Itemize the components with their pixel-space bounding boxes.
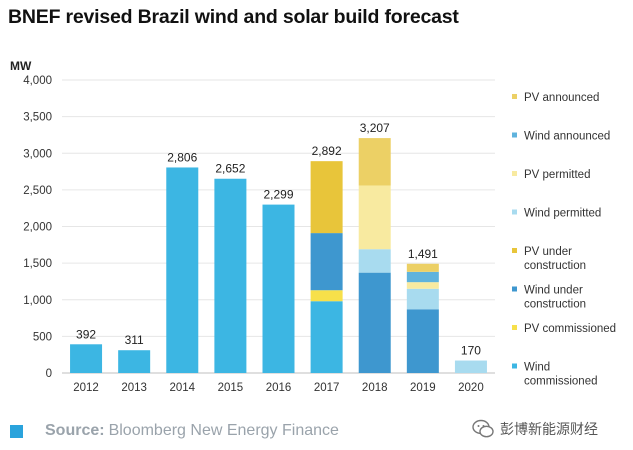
bar-segment (310, 161, 343, 234)
legend-label: PV permitted (524, 169, 590, 181)
y-tick-label: 2,500 (23, 185, 52, 197)
legend-swatch (512, 132, 517, 138)
y-tick-label: 2,000 (23, 222, 52, 234)
data-label: 2,806 (167, 150, 197, 164)
x-tick-label: 2014 (169, 382, 195, 394)
legend-label: PV commissioned (524, 323, 616, 335)
bar-segment (406, 271, 439, 283)
data-label: 170 (461, 344, 481, 358)
bar-segment (406, 263, 439, 272)
data-label: 311 (125, 333, 144, 347)
y-tick-label: 500 (33, 331, 52, 343)
x-tick-labels: 2012 2013 2014 2015 2016 2017 2018 2019 2020 (73, 382, 483, 394)
y-tick-label: 3,000 (23, 148, 52, 160)
bar-segment (454, 360, 487, 373)
data-label: 2,892 (312, 144, 342, 158)
footer: Source: Bloomberg New Energy Finance 彭博新能… (0, 413, 633, 450)
bar-segment (310, 301, 343, 373)
x-tick-label: 2012 (73, 382, 99, 394)
bar-segment (358, 272, 391, 373)
bar-segment (358, 185, 391, 250)
bar-segment (406, 288, 439, 310)
source-label: Source: (45, 422, 105, 439)
data-label: 2,299 (263, 188, 293, 202)
legend-label: Wind under construction (524, 285, 586, 311)
source-line: Source: Bloomberg New Energy Finance (45, 422, 339, 440)
x-tick-label: 2015 (218, 382, 244, 394)
x-tick-label: 2017 (314, 382, 340, 394)
bar-segment (358, 249, 391, 273)
x-tick-label: 2018 (362, 382, 388, 394)
bar-segment (166, 167, 199, 373)
y-tick-label: 3,500 (23, 112, 52, 124)
source-name: Bloomberg New Energy Finance (108, 422, 339, 439)
legend-swatch (512, 171, 517, 176)
legend-label: Wind permitted (524, 208, 601, 220)
bar-segment (358, 138, 391, 186)
legend-label: PV under construction (524, 246, 586, 272)
bar-segment (406, 309, 439, 373)
y-tick-label: 1,000 (23, 295, 52, 307)
legend-swatch (512, 363, 517, 369)
y-axis-unit: MW (10, 59, 32, 73)
data-label: 392 (76, 327, 96, 341)
data-label: 3,207 (360, 121, 390, 135)
brand-square-icon (10, 425, 23, 438)
bar-segment (214, 178, 247, 373)
legend-label: Wind commissioned (524, 362, 598, 388)
bar-segment (70, 344, 103, 373)
y-tick-labels: 0 500 1,000 1,500 2,000 2,500 3,000 3,500 4,000 (23, 75, 52, 380)
data-labels: 392 311 2,806 2,652 2,299 2,892 3,207 1,491 170 (76, 121, 481, 357)
legend-swatch (512, 248, 517, 253)
bar-segment (406, 282, 439, 289)
bar-segment (310, 233, 343, 291)
legend-swatch (512, 286, 517, 292)
wechat-icon (472, 419, 494, 438)
data-label: 2,652 (215, 162, 245, 176)
legend-label: Wind announced (524, 131, 610, 143)
x-tick-label: 2013 (121, 382, 147, 394)
watermark-text: 彭博新能源财经 (500, 421, 598, 437)
watermark: 彭博新能源财经 (472, 419, 598, 439)
bar-segment (118, 350, 151, 373)
legend-swatch (512, 94, 517, 99)
x-tick-label: 2016 (266, 382, 292, 394)
bars (70, 138, 487, 373)
legend: PV announced Wind announced PV permitted Wi… (512, 92, 616, 388)
y-tick-label: 0 (46, 368, 52, 380)
legend-label: PV announced (524, 92, 599, 104)
bar-segment (262, 204, 295, 373)
chart-title: BNEF revised Brazil wind and solar build… (8, 6, 459, 28)
x-tick-label: 2019 (410, 382, 436, 394)
chart: MW 0 500 1,000 1,500 2,000 2,500 3,000 3,500 4,0… (10, 59, 616, 394)
data-label: 1,491 (408, 247, 438, 261)
y-tick-label: 4,000 (23, 75, 52, 87)
y-tick-label: 1,500 (23, 258, 52, 270)
bar-segment (310, 290, 343, 302)
x-tick-label: 2020 (458, 382, 484, 394)
legend-swatch (512, 209, 517, 215)
legend-swatch (512, 325, 517, 330)
